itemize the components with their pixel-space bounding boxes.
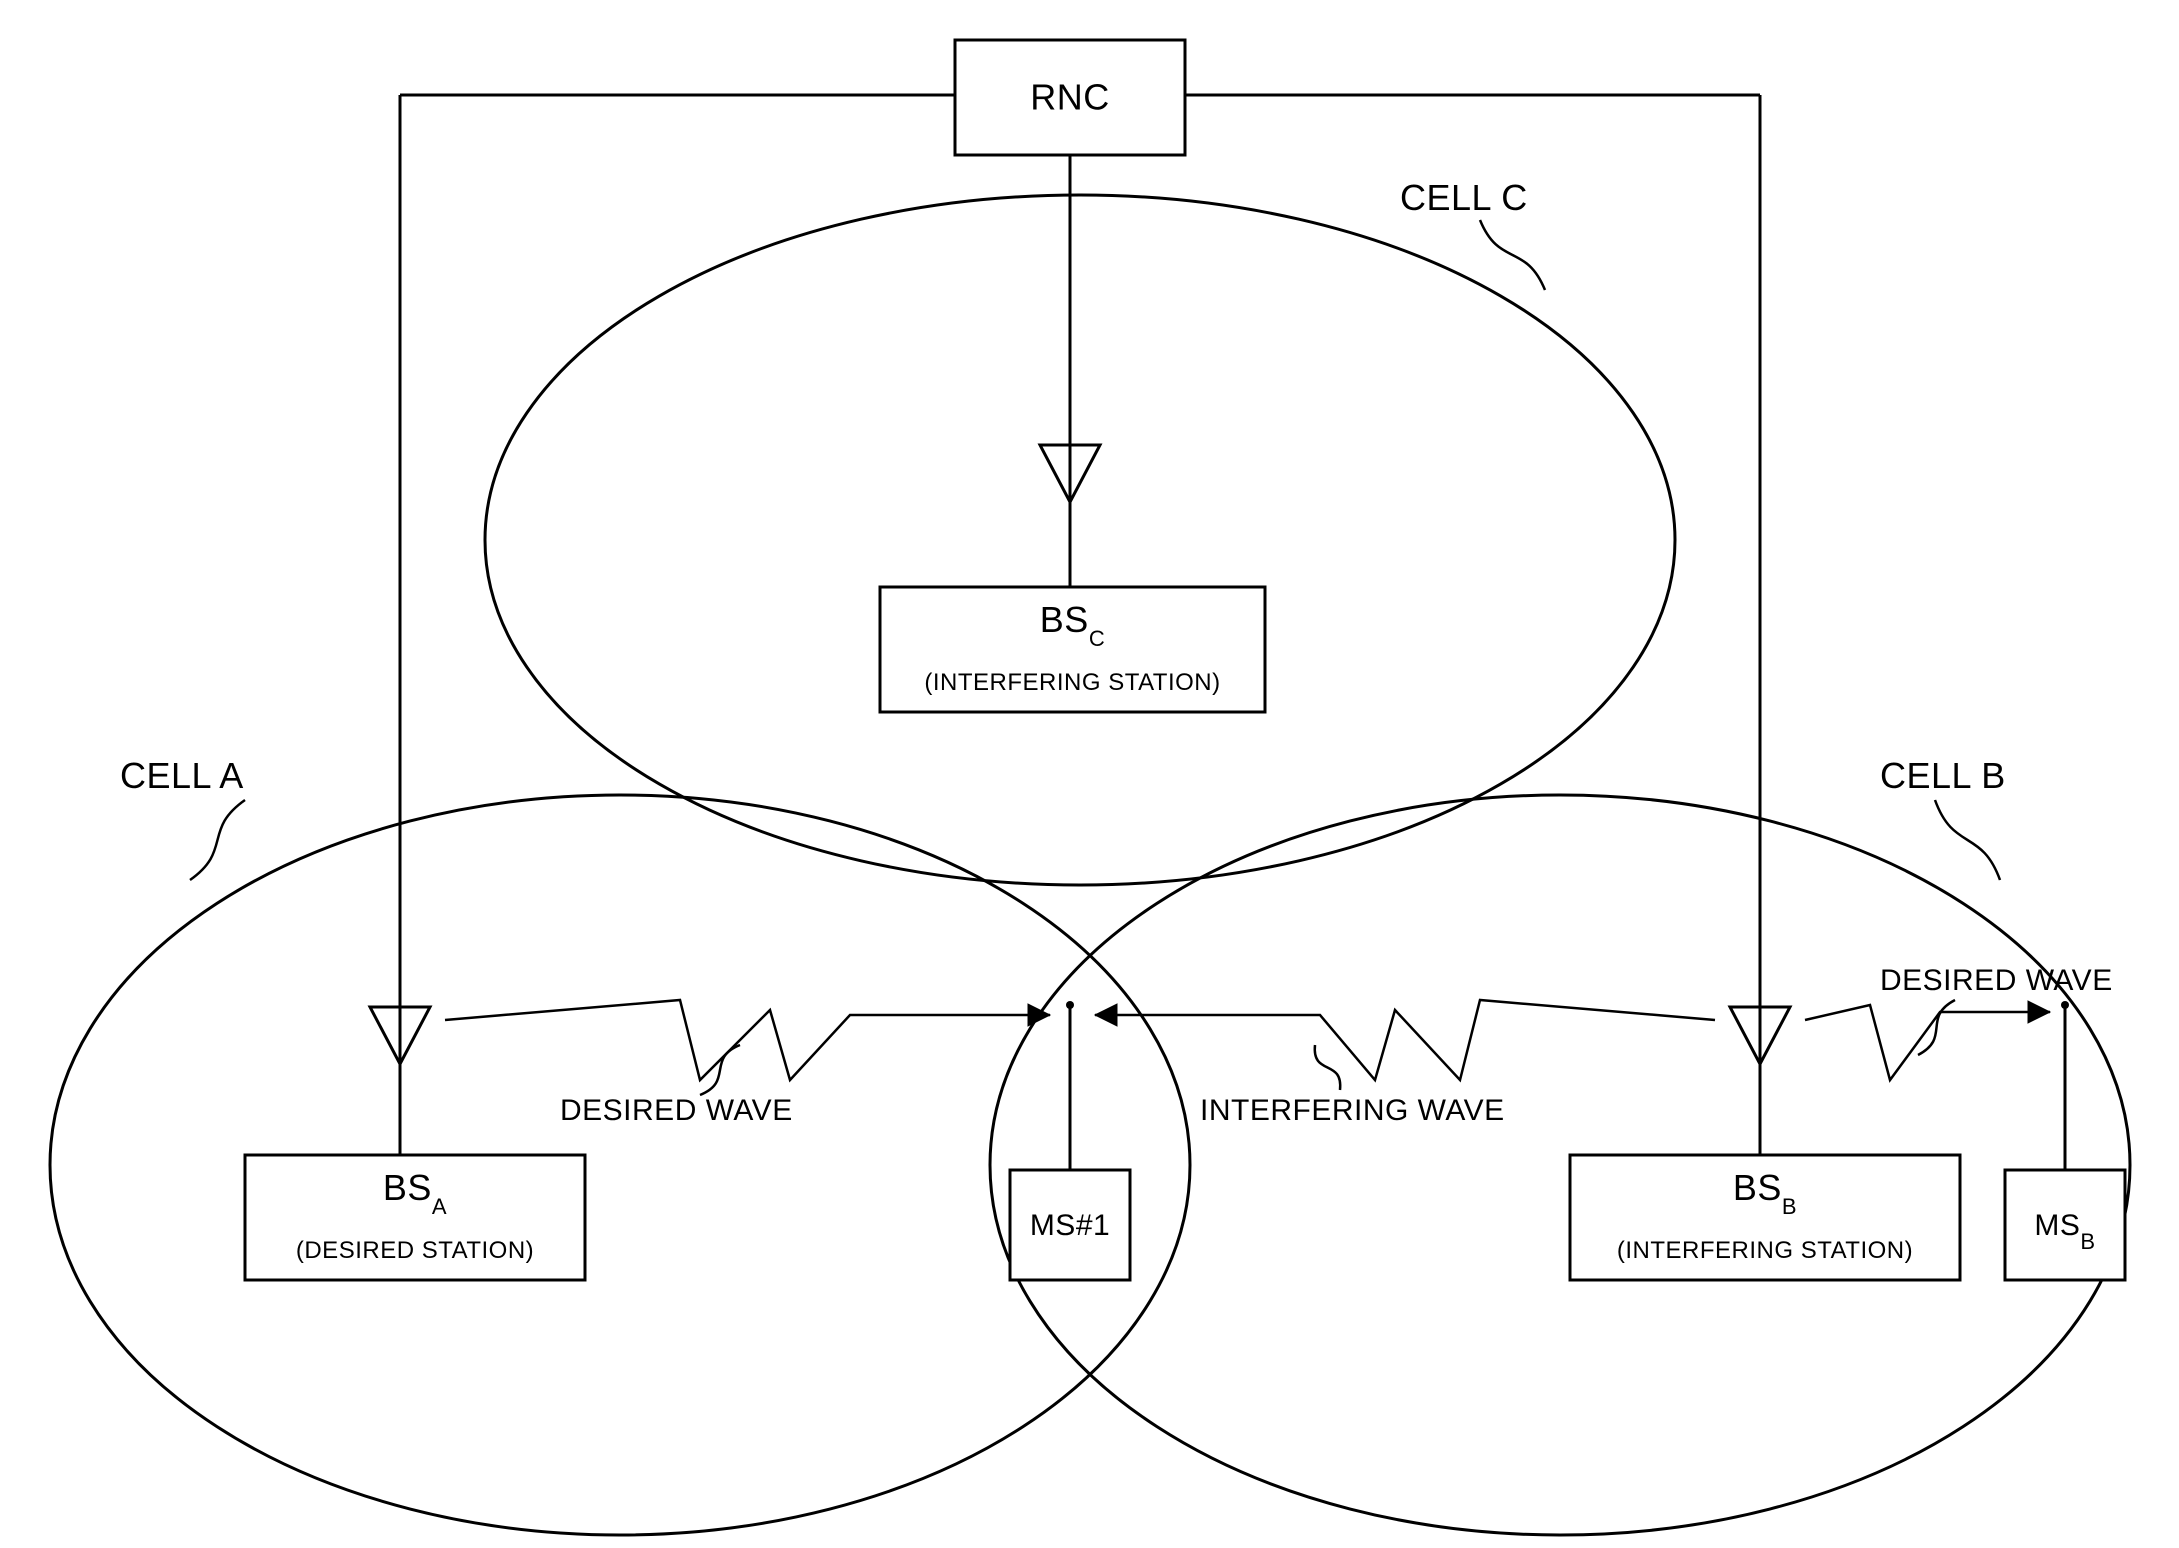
cell-a-ellipse: [50, 795, 1190, 1535]
ms1-label: MS#1: [1030, 1209, 1110, 1242]
cell-b-label: CELL B: [1880, 755, 2006, 796]
desired-from-B-wave: [1805, 1005, 2050, 1080]
rnc-label: RNC: [1030, 77, 1110, 118]
bs-c-subtitle: (INTERFERING STATION): [924, 669, 1220, 696]
cell-c-ellipse: [485, 195, 1675, 885]
bs-a-subtitle: (DESIRED STATION): [296, 1237, 534, 1264]
interfering-from-B-wave: [1095, 1000, 1715, 1080]
desired-from-A-wave: [445, 1000, 1050, 1080]
desired-from-B-label: DESIRED WAVE: [1880, 964, 2113, 997]
bs-b-subtitle: (INTERFERING STATION): [1617, 1237, 1913, 1264]
cell-c-label: CELL C: [1400, 177, 1528, 218]
cell-a-label: CELL A: [120, 755, 244, 796]
interfering-from-B-label: INTERFERING WAVE: [1200, 1094, 1505, 1127]
desired-from-A-label: DESIRED WAVE: [560, 1094, 793, 1127]
